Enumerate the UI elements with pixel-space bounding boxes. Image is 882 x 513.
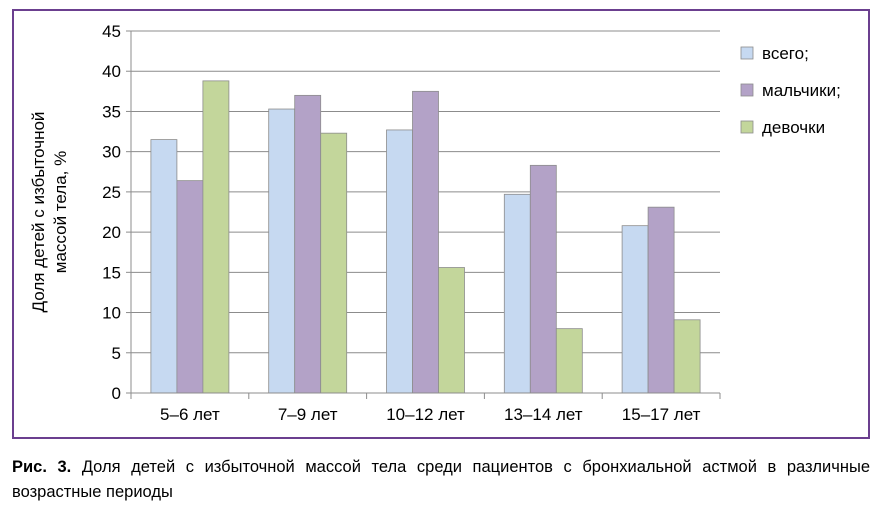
legend-swatch — [740, 46, 754, 60]
bar — [268, 108, 296, 394]
bar — [294, 94, 322, 394]
bar — [202, 80, 230, 394]
y-tick-label: 40 — [102, 62, 121, 81]
legend-label: всего; — [762, 44, 809, 63]
y-tick-label: 0 — [112, 384, 121, 403]
x-tick-label: 13–14 лет — [504, 405, 583, 424]
y-axis-title: Доля детей с избыточной — [29, 112, 48, 313]
bar-chart: 0 5 10 15 20 25 30 35 40 45 5–6 лет 7–9 лет 10–12 ле… — [29, 22, 841, 424]
figure-caption: Рис. 3. Доля детей с избыточной массой т… — [12, 455, 870, 505]
x-tick-label: 7–9 лет — [278, 405, 338, 424]
bar — [529, 164, 557, 394]
caption-text: Доля детей с избыточной массой тела сред… — [12, 458, 870, 501]
bar — [555, 328, 583, 394]
y-tick-label: 10 — [102, 304, 121, 323]
bar — [176, 180, 204, 394]
bar — [150, 139, 178, 394]
y-tick-label: 15 — [102, 263, 121, 282]
y-tick-label: 25 — [102, 183, 121, 202]
x-tick-label: 15–17 лет — [622, 405, 701, 424]
y-tick-label: 35 — [102, 102, 121, 121]
chart-frame: 0 5 10 15 20 25 30 35 40 45 5–6 лет 7–9 лет 10–12 ле… — [12, 9, 870, 439]
bar — [621, 225, 649, 394]
y-tick-label: 45 — [102, 22, 121, 41]
legend-swatch — [740, 120, 754, 134]
bar — [647, 206, 675, 394]
legend-swatch — [740, 83, 754, 97]
bar — [386, 129, 413, 394]
y-axis-title: массой тела, % — [51, 151, 70, 273]
y-tick-label: 5 — [112, 344, 121, 363]
y-tick-label: 20 — [102, 223, 121, 242]
x-tick-label: 10–12 лет — [386, 405, 465, 424]
legend-label: девочки — [762, 118, 825, 137]
bar — [320, 132, 348, 394]
x-tick-label: 5–6 лет — [160, 405, 220, 424]
y-tick-label: 30 — [102, 143, 121, 162]
legend-label: мальчики; — [762, 81, 841, 100]
bar — [412, 90, 439, 394]
bar — [503, 193, 531, 394]
bar — [438, 267, 465, 394]
caption-label: Рис. 3. — [12, 458, 72, 476]
bar — [673, 319, 701, 394]
